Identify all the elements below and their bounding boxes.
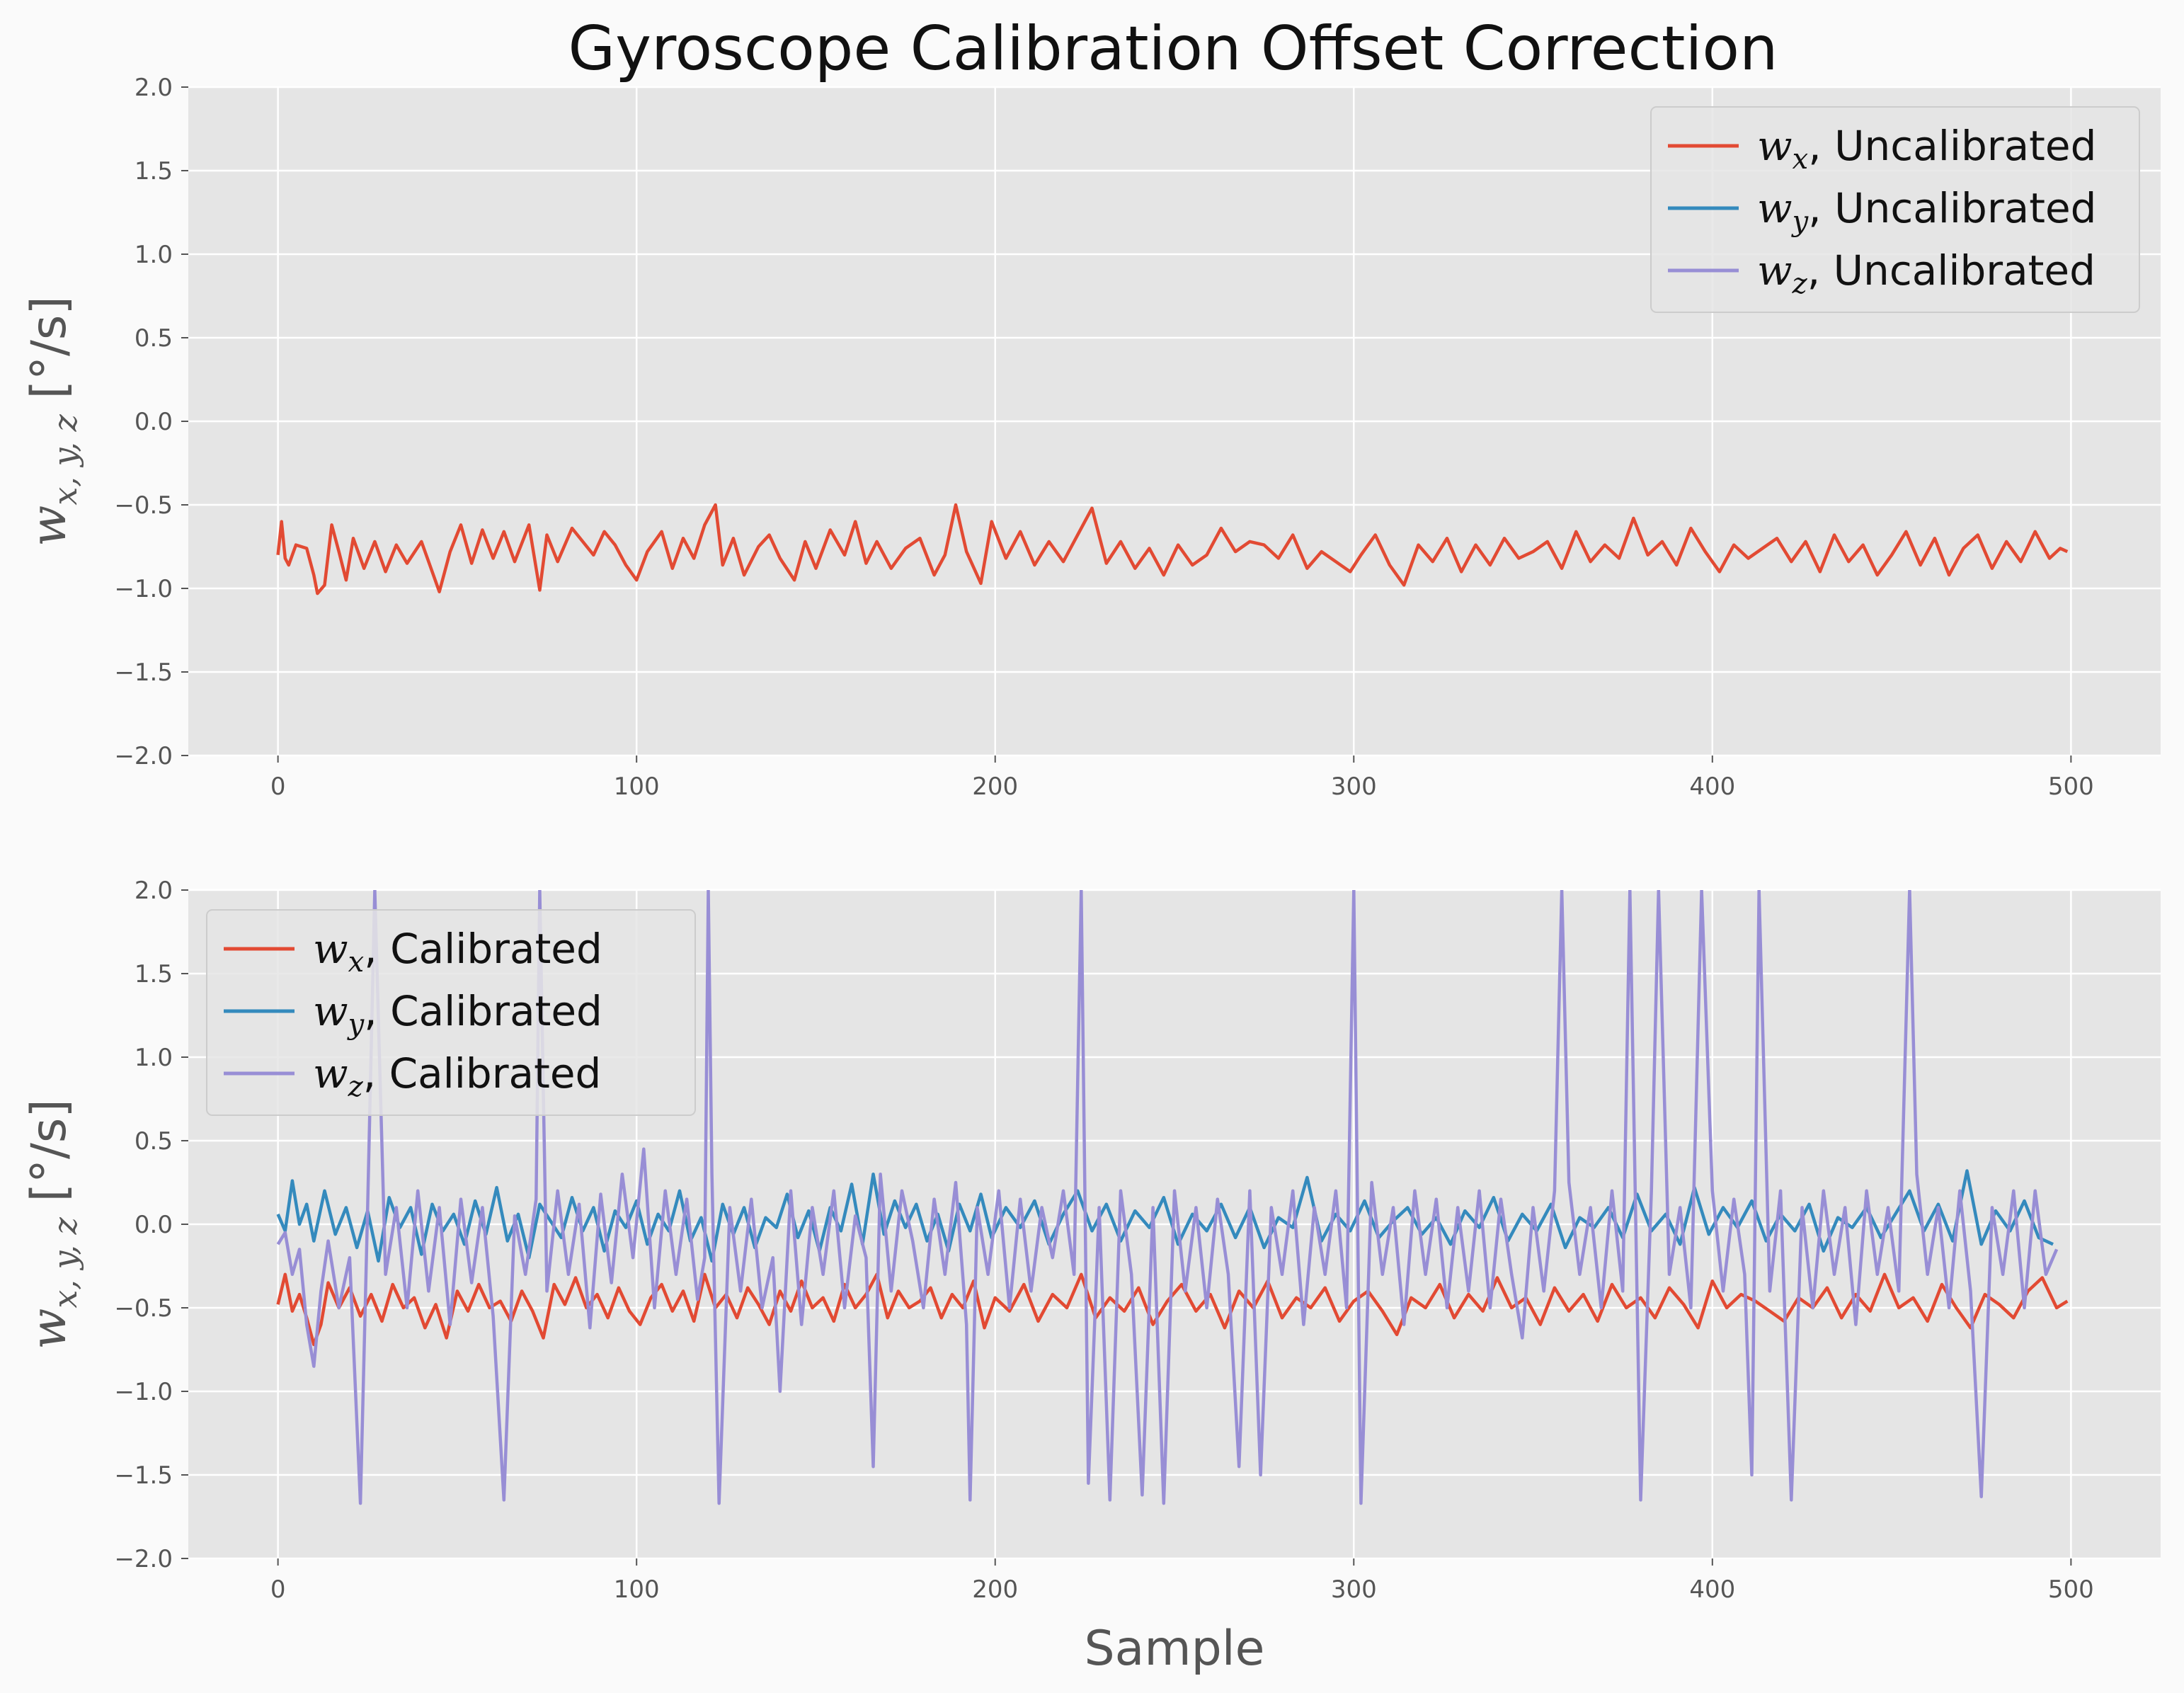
y-tick-label: −1.0: [114, 1378, 173, 1406]
y-tick-label: 1.5: [135, 960, 173, 988]
legend-entry: wz, Calibrated: [313, 1049, 601, 1103]
legend-entry: wy, Uncalibrated: [1757, 184, 2096, 238]
y-axis-label: wx, y, z [°/s]: [21, 296, 84, 547]
x-tick-label: 300: [1331, 1575, 1377, 1604]
y-tick-label: −0.5: [114, 491, 173, 520]
y-tick-label: −1.0: [114, 575, 173, 603]
y-tick-label: 1.0: [135, 241, 173, 269]
y-tick-label: 0.0: [135, 408, 173, 436]
x-tick-label: 400: [1689, 773, 1735, 801]
x-tick-label: 300: [1331, 773, 1377, 801]
y-tick-label: −1.5: [114, 659, 173, 687]
x-tick-label: 500: [2048, 1575, 2094, 1604]
legend-box: [1650, 106, 2140, 313]
top-axes: −2.0 −1.5 −1.0 −0.5 0.0 0.5 1.0 1.5 2.0 0 100 200 30…: [21, 74, 2161, 801]
y-tick-label: 2.0: [135, 877, 173, 905]
legend-entry: wy, Calibrated: [313, 987, 602, 1041]
x-tick-label: 0: [270, 1575, 286, 1604]
figure-title: Gyroscope Calibration Offset Correction: [568, 13, 1778, 84]
y-tick-label: 0.5: [135, 1127, 173, 1156]
series-line-x-uncalibrated: [276, 503, 2069, 595]
x-axis-label: Sample: [1085, 1621, 1265, 1677]
x-tick-label: 400: [1689, 1575, 1735, 1604]
legend-entry: wx, Calibrated: [313, 925, 602, 979]
y-tick-label: −1.5: [114, 1461, 173, 1490]
legend-entry: wz, Uncalibrated: [1757, 246, 2096, 300]
y-tick-label: 1.0: [135, 1044, 173, 1072]
legend: wx, Uncalibrated wy, Uncalibrated wz, Unca…: [1650, 106, 2140, 313]
y-tick-label: 0.0: [135, 1211, 173, 1239]
x-tick-label: 200: [972, 773, 1018, 801]
y-tick-label: −2.0: [114, 742, 173, 770]
legend-box: [206, 909, 696, 1116]
y-tick-label: 2.0: [135, 74, 173, 102]
y-tick-label: 1.5: [135, 157, 173, 186]
y-axis-label: wx, y, z [°/s]: [21, 1099, 84, 1350]
x-tick-label: 500: [2048, 773, 2094, 801]
legend-entry: wx, Uncalibrated: [1757, 122, 2096, 176]
y-tick-label: 0.5: [135, 324, 173, 353]
x-tick-label: 100: [614, 1575, 660, 1604]
x-tick-label: 200: [972, 1575, 1018, 1604]
y-tick-label: −2.0: [114, 1545, 173, 1573]
bottom-axes: −2.0 −1.5 −1.0 −0.5 0.0 0.5 1.0 1.5 2.0 0 100 200 30…: [21, 877, 2161, 1677]
x-tick-label: 0: [270, 773, 286, 801]
y-tick-label: −0.5: [114, 1294, 173, 1323]
x-tick-label: 100: [614, 773, 660, 801]
legend: wx, Calibrated wy, Calibrated wz, Calibrat…: [206, 909, 696, 1116]
series-line-z-calibrated: [276, 890, 2059, 1505]
